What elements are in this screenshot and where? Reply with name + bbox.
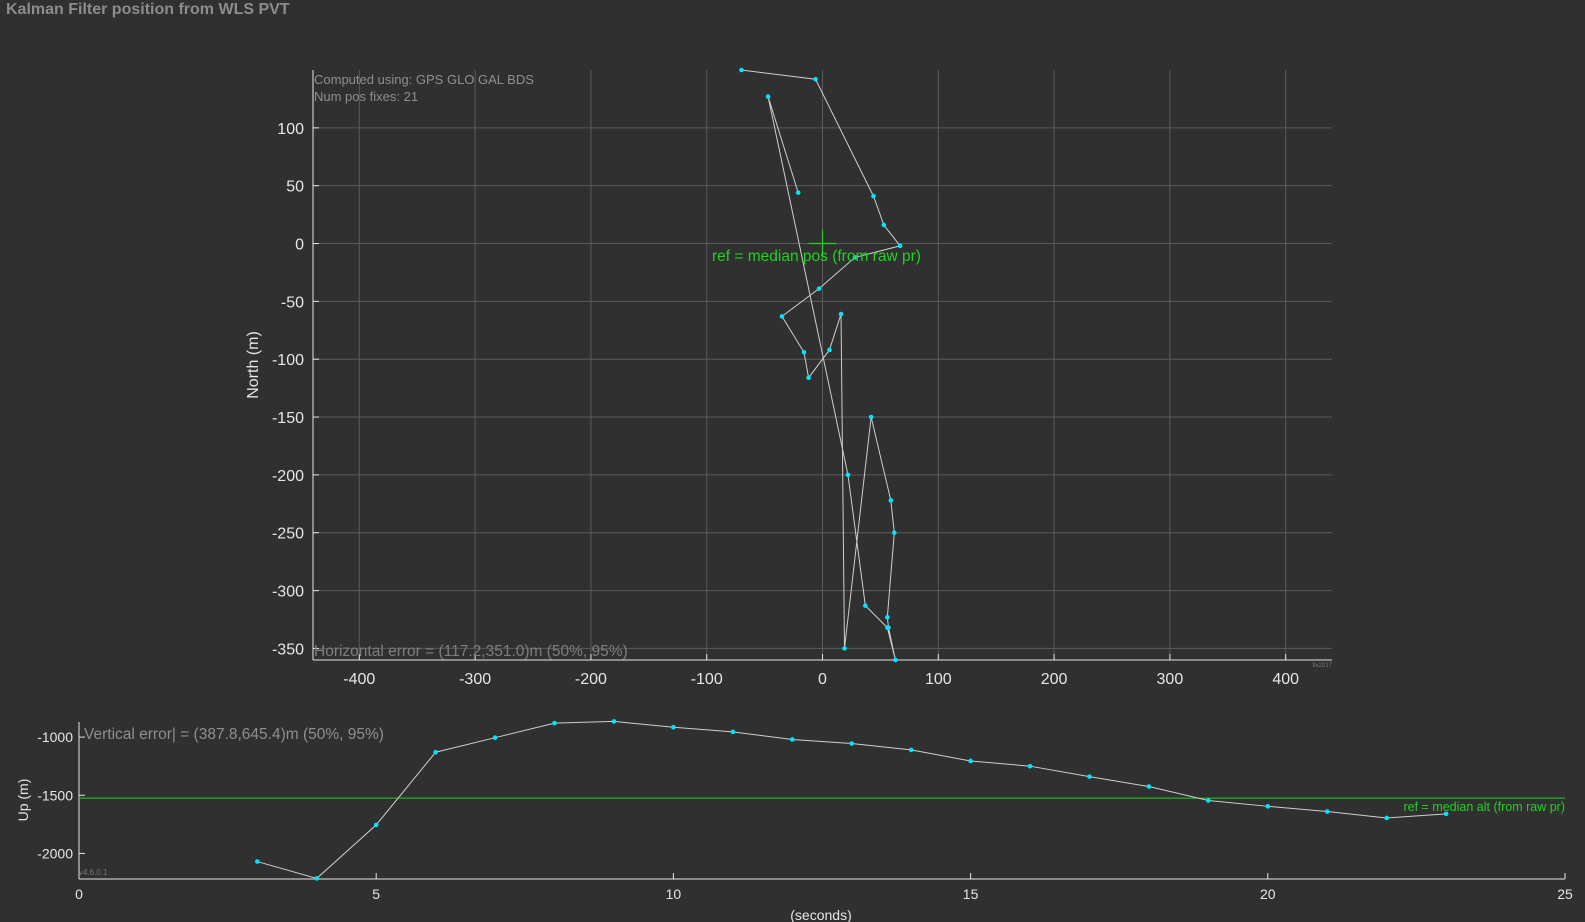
data-point — [552, 720, 557, 726]
data-points — [739, 67, 903, 663]
num-fixes-label: Num pos fixes: 21 — [314, 89, 418, 104]
y-tick-label: -100 — [272, 352, 304, 369]
x-tick-label: 15 — [963, 886, 979, 902]
data-point — [1206, 798, 1211, 803]
data-point — [852, 255, 858, 260]
data-point — [816, 286, 822, 291]
tick-labels: 0 5 10 15 20 25 -2000 -1500 -1000 — [37, 729, 1573, 902]
x-tick-label: -300 — [459, 671, 491, 688]
axes — [312, 70, 1332, 661]
data-point — [891, 530, 897, 536]
data-point — [255, 859, 260, 864]
y-tick-label: -300 — [272, 584, 304, 601]
data-point — [492, 735, 498, 740]
grid-lines — [313, 70, 1332, 660]
data-point — [885, 614, 890, 620]
data-point — [893, 657, 898, 663]
reference-marker — [808, 229, 837, 258]
x-axis-label: (seconds) — [790, 907, 851, 922]
data-point — [908, 747, 914, 753]
x-tick-label: 25 — [1557, 886, 1573, 902]
y-tick-label: -250 — [272, 526, 304, 543]
data-point — [1443, 811, 1449, 817]
y-tick-label: -50 — [281, 294, 304, 311]
y-axis-label: Up (m) — [15, 779, 31, 822]
data-point — [1027, 763, 1033, 769]
x-tick-label: -200 — [575, 671, 607, 688]
data-point — [849, 741, 855, 746]
x-tick-label: -100 — [691, 671, 723, 688]
data-point — [779, 314, 785, 319]
y-tick-label: 100 — [277, 121, 304, 138]
trace — [741, 69, 901, 661]
data-point — [827, 347, 832, 353]
horizontal-error-label: Horizontal error = (117.2,351.0)m (50%, … — [314, 643, 628, 660]
data-point — [868, 414, 874, 420]
y-tick-label: -1500 — [37, 787, 73, 803]
y-tick-label: -200 — [272, 468, 304, 485]
vertical-error-plot: 0 5 10 15 20 25 -2000 -1500 -1000 Up (m) (second… — [15, 719, 1573, 922]
data-point — [433, 749, 438, 755]
data-point — [863, 603, 868, 608]
data-point — [842, 646, 847, 651]
data-point — [897, 243, 903, 249]
data-point — [1087, 774, 1092, 779]
data-point — [813, 76, 818, 82]
data-point — [885, 625, 890, 630]
x-tick-label: 0 — [75, 886, 83, 902]
data-point — [881, 222, 887, 228]
data-point — [1324, 809, 1330, 814]
data-point — [806, 375, 811, 381]
data-point — [739, 67, 744, 73]
x-tick-label: -400 — [343, 671, 375, 688]
x-tick-label: 0 — [818, 671, 827, 688]
data-points — [255, 719, 1449, 881]
data-point — [1384, 815, 1389, 821]
trace-line — [741, 69, 901, 661]
y-tick-label: 0 — [295, 237, 304, 254]
horizontal-position-plot: -400 -300 -200 -100 0 100 200 300 400 -350 -300 -25… — [245, 67, 1333, 688]
data-point — [888, 498, 894, 503]
data-point — [1265, 804, 1271, 809]
data-point — [373, 822, 379, 828]
x-tick-label: 10 — [666, 886, 682, 902]
y-axis-label: North (m) — [245, 331, 262, 399]
corner-tag: fix2017 — [1313, 663, 1333, 669]
data-point — [871, 193, 876, 199]
x-tick-label: 200 — [1041, 671, 1068, 688]
reference-label: ref = median pos (from raw pr) — [712, 248, 921, 265]
x-tick-label: 300 — [1157, 671, 1184, 688]
data-point — [611, 719, 617, 724]
data-point — [671, 724, 676, 730]
data-point — [801, 349, 807, 355]
data-point — [314, 876, 320, 881]
y-tick-label: -350 — [272, 641, 304, 658]
data-point — [730, 729, 736, 735]
y-tick-label: -1000 — [37, 729, 73, 745]
data-point — [1146, 784, 1152, 789]
axes — [78, 722, 1566, 880]
y-tick-label: 50 — [286, 179, 304, 196]
data-point — [968, 758, 973, 764]
x-tick-label: 5 — [372, 886, 380, 902]
version-tag: v4.6.0.1 — [79, 868, 108, 877]
y-tick-label: -150 — [272, 410, 304, 427]
data-point — [795, 190, 801, 195]
data-point — [838, 311, 844, 317]
x-tick-label: 100 — [925, 671, 952, 688]
vertical-error-label: Vertical error| = (387.8,645.4)m (50%, 9… — [84, 726, 384, 743]
x-tick-label: 400 — [1272, 671, 1299, 688]
data-point — [789, 737, 795, 742]
x-tick-label: 20 — [1260, 886, 1276, 902]
data-point — [765, 94, 771, 99]
computed-using-label: Computed using: GPS GLO GAL BDS — [314, 72, 534, 87]
data-point — [845, 472, 851, 478]
reference-label: ref = median alt (from raw pr) — [1403, 800, 1565, 814]
y-tick-label: -2000 — [37, 845, 73, 861]
tick-labels: -400 -300 -200 -100 0 100 200 300 400 -350 -300 -25… — [272, 121, 1299, 688]
figure-title: Kalman Filter position from WLS PVT — [6, 1, 290, 18]
